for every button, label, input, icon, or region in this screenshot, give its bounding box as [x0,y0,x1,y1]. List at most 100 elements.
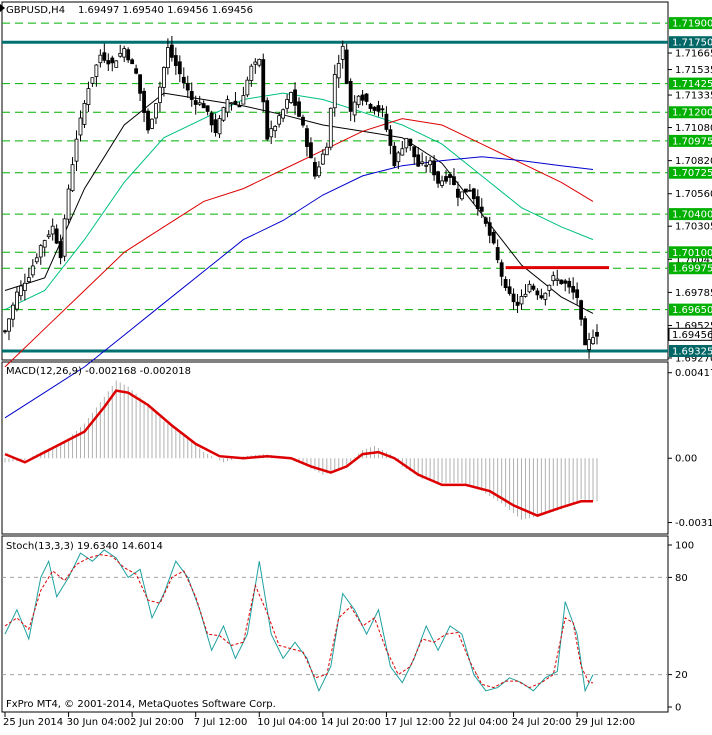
symbol-marker-icon [0,4,5,12]
candle-body [571,286,576,293]
current-price-label: 1.69456 [672,330,712,341]
candle-body [452,176,456,186]
price-tick-label: 1.71335 [675,91,712,102]
candle-body [340,45,345,60]
candle-body [515,301,520,306]
candle-body [460,191,464,200]
candle-body [22,282,27,291]
candle-body [420,161,425,164]
candle-body [444,176,448,182]
candle-body [348,80,353,112]
level-label-box [669,303,712,316]
candle-body [126,49,131,61]
stoch-tick-label: 80 [675,573,688,584]
level-label: 1.71200 [672,108,712,119]
candle-body [479,206,484,212]
candle-body [197,102,202,105]
candle-body [527,283,532,293]
candle-body [142,90,146,113]
candle-body [165,47,170,69]
candle-body [150,118,154,129]
symbol-label: GBPUSD,H4 [6,5,65,16]
price-axis: 1.71665 1.71535 1.71335 1.71080 1.70820 1.705… [668,17,712,365]
candle-body [241,95,246,105]
candle-body [440,180,444,186]
time-tick-label: 7 Jul 12:00 [194,717,248,728]
level-label-box [669,262,712,275]
candle-body [205,105,210,112]
candle-body [491,231,496,244]
macd-signal-line [4,389,593,517]
candle-body [285,99,289,109]
time-tick-label: 30 Jun 04:00 [67,717,131,728]
candle-body [424,164,429,167]
candle-body [42,240,47,248]
candle-body [495,247,500,261]
candle-body [595,332,599,337]
price-tick-label: 1.71665 [675,49,712,60]
candle-body [173,55,178,66]
candle-body [118,53,123,57]
candle-body [499,262,504,277]
candle-body [412,146,417,158]
candle-body [289,92,293,103]
level-label: 1.71425 [672,79,712,90]
level-label: 1.70400 [672,210,712,221]
candle-body [7,318,11,332]
time-tick-label: 17 Jul 12:00 [384,717,444,728]
candle-body [324,146,329,156]
level-label: 1.69650 [672,305,712,316]
candle-body [487,222,492,236]
candle-body [265,100,270,140]
candle-body [217,118,222,135]
price-levels [2,22,668,353]
candle-body [320,153,325,165]
candle-body [102,52,107,61]
candle-body [344,49,349,84]
macd-tick-label: 0.004175 [675,368,712,379]
candle-body [58,241,63,259]
candle-body [448,174,452,178]
price-tick-label: 1.69785 [675,288,712,299]
candle-body [213,119,218,133]
candle-body [225,99,230,113]
candle-body [70,164,75,192]
candle-body [229,102,234,105]
candle-body [269,128,274,138]
candle-body [114,60,119,68]
candle-body [193,100,198,105]
price-tick-label: 1.71535 [675,65,712,76]
candle-body [134,68,139,74]
candle-body [364,93,369,102]
candle-body [352,101,357,116]
candle-body [146,110,150,131]
candle-body [46,234,51,238]
candle-body [531,285,536,290]
time-tick-label: 22 Jul 04:00 [448,717,508,728]
level-label-box [669,208,712,221]
candle-body [436,171,440,184]
price-tick-label: 1.71080 [675,123,712,134]
candle-body [26,277,31,282]
level-label-box [669,134,712,147]
candle-body [11,304,15,320]
level-label: 1.71900 [672,19,712,30]
candle-body [547,284,552,291]
time-tick-label: 2 Jul 20:00 [130,717,184,728]
time-tick-label: 10 Jul 04:00 [257,717,317,728]
candle-body [471,188,476,200]
candle-body [523,293,528,297]
moving-average-line [4,156,594,419]
candle-body [30,265,35,276]
price-tick-label: 1.70820 [675,156,712,167]
candle-body [380,108,385,111]
candle-body [336,63,341,79]
candle-body [90,77,95,84]
candle-body [543,292,548,300]
level-label-box [669,166,712,179]
level-label-box [669,17,712,30]
candle-body [281,109,286,119]
candle-body [309,142,313,159]
candle-body [467,189,472,192]
candle-body [587,339,591,350]
